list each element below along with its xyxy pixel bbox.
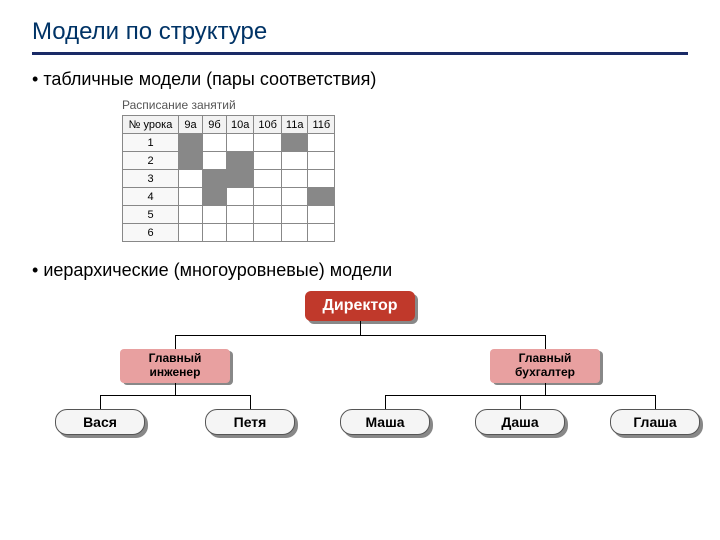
td-cell (203, 134, 227, 152)
td-cell (281, 206, 308, 224)
schedule-table-block: Расписание занятий № урока 9а 9б 10а 10б… (122, 98, 688, 242)
td-cell (254, 206, 282, 224)
connector (100, 395, 250, 396)
connector (360, 321, 361, 335)
node-leaf: Маша (340, 409, 430, 435)
node-leaf: Петя (205, 409, 295, 435)
hierarchy-diagram: Директор Главный инженер Главный бухгалт… (40, 291, 680, 461)
td-cell (308, 206, 335, 224)
node-leaf: Глаша (610, 409, 700, 435)
td-cell (254, 224, 282, 242)
schedule-table: № урока 9а 9б 10а 10б 11а 11б 123456 (122, 115, 335, 242)
td-cell (227, 134, 254, 152)
connector (655, 395, 656, 409)
td-cell (308, 134, 335, 152)
td-cell (308, 224, 335, 242)
connector (100, 395, 101, 409)
td-cell (179, 152, 203, 170)
td-cell (179, 170, 203, 188)
td-cell (254, 152, 282, 170)
td-cell (179, 134, 203, 152)
td-lesson-num: 4 (123, 188, 179, 206)
connector (175, 335, 176, 349)
connector (250, 395, 251, 409)
td-cell (281, 152, 308, 170)
node-mid-accountant: Главный бухгалтер (490, 349, 600, 383)
th-col: 9а (179, 116, 203, 134)
connector (520, 395, 521, 409)
connector (545, 383, 546, 395)
title-underline (32, 52, 688, 55)
node-leaf: Даша (475, 409, 565, 435)
th-col: 9б (203, 116, 227, 134)
th-col: 10б (254, 116, 282, 134)
node-mid-engineer: Главный инженер (120, 349, 230, 383)
node-root: Директор (305, 291, 415, 321)
connector (545, 335, 546, 349)
td-cell (203, 152, 227, 170)
td-cell (254, 188, 282, 206)
td-cell (227, 224, 254, 242)
td-cell (203, 170, 227, 188)
td-cell (308, 188, 335, 206)
td-lesson-num: 6 (123, 224, 179, 242)
td-cell (308, 170, 335, 188)
td-cell (281, 134, 308, 152)
td-cell (227, 152, 254, 170)
td-cell (254, 170, 282, 188)
td-cell (281, 170, 308, 188)
table-caption: Расписание занятий (122, 98, 688, 112)
td-lesson-num: 2 (123, 152, 179, 170)
td-cell (281, 224, 308, 242)
connector (175, 383, 176, 395)
td-cell (203, 224, 227, 242)
td-cell (203, 206, 227, 224)
slide-title: Модели по структуре (32, 18, 688, 46)
td-cell (254, 134, 282, 152)
connector (175, 335, 545, 336)
th-col: 11а (281, 116, 308, 134)
td-cell (281, 188, 308, 206)
td-cell (203, 188, 227, 206)
td-cell (227, 170, 254, 188)
td-cell (308, 152, 335, 170)
td-cell (179, 206, 203, 224)
td-lesson-num: 1 (123, 134, 179, 152)
td-cell (179, 188, 203, 206)
th-lesson: № урока (123, 116, 179, 134)
th-col: 11б (308, 116, 335, 134)
bullet-tabular: табличные модели (пары соответствия) (32, 69, 688, 90)
connector (385, 395, 386, 409)
td-lesson-num: 3 (123, 170, 179, 188)
td-cell (227, 206, 254, 224)
bullet-hierarchical: иерархические (многоуровневые) модели (32, 260, 688, 281)
th-col: 10а (227, 116, 254, 134)
td-cell (227, 188, 254, 206)
td-cell (179, 224, 203, 242)
node-leaf: Вася (55, 409, 145, 435)
td-lesson-num: 5 (123, 206, 179, 224)
